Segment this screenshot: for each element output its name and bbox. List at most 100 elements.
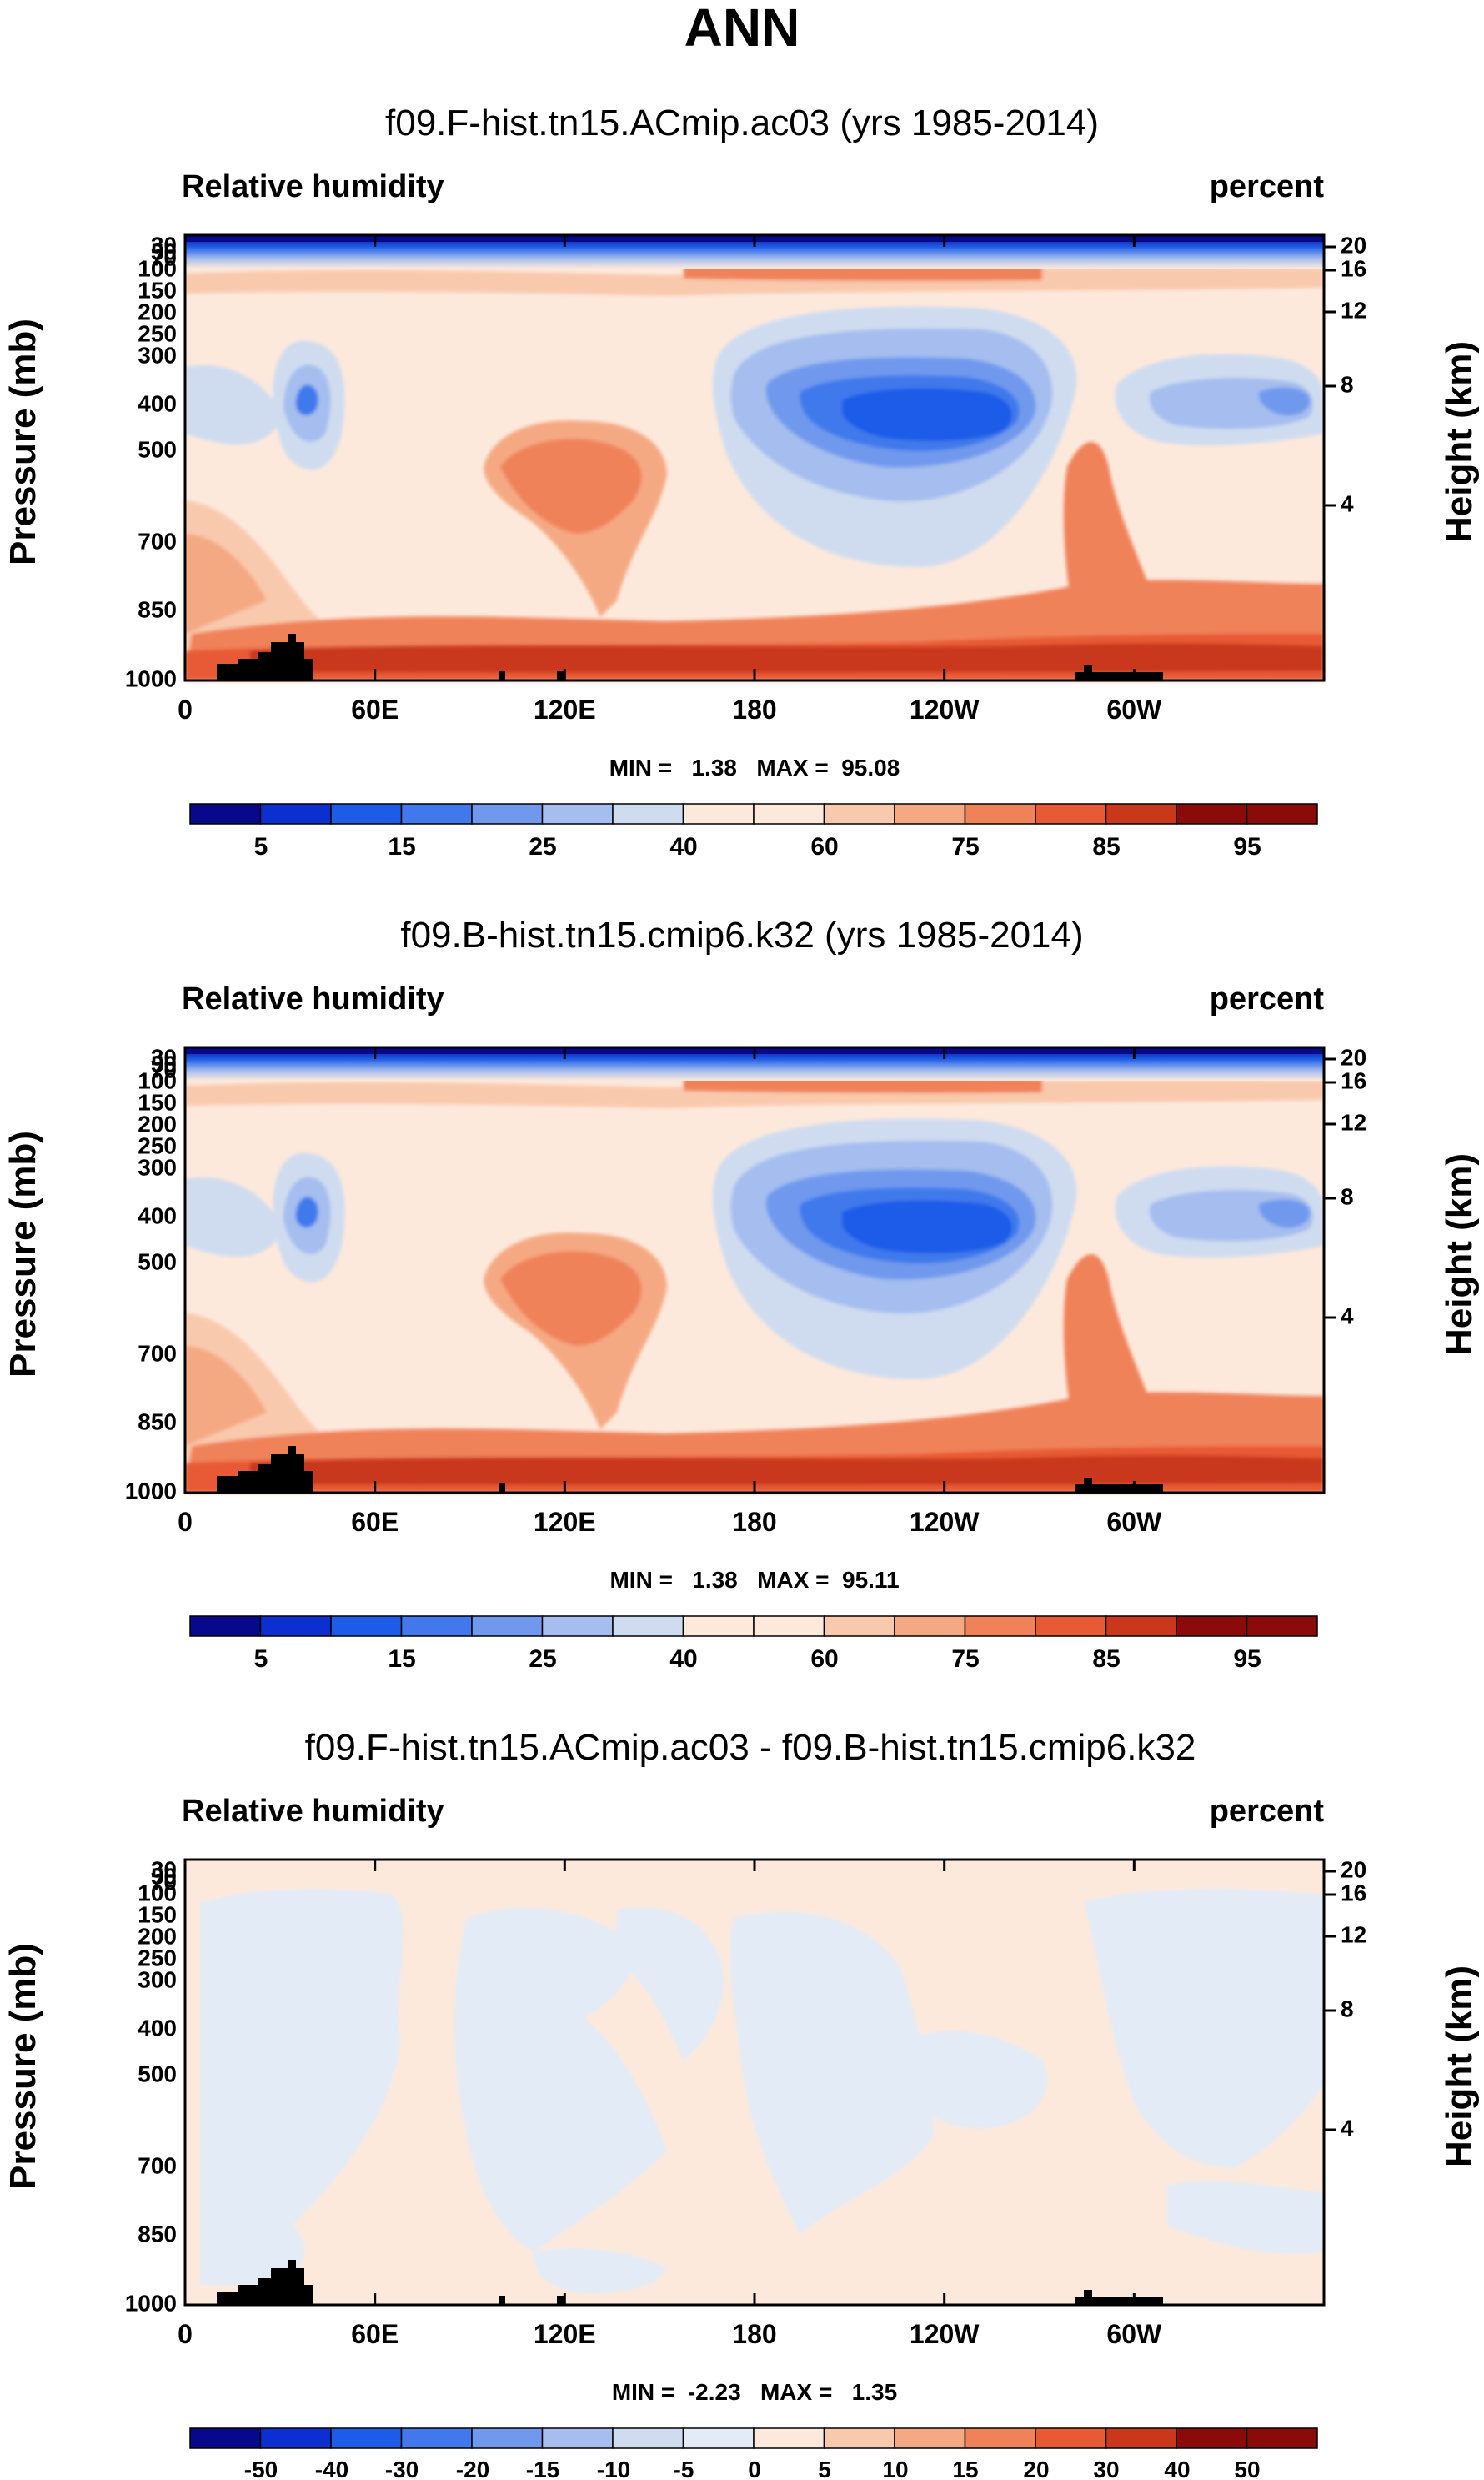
panel-2-cb-label: 15 bbox=[388, 1645, 415, 1673]
colorbar-box-1-7 bbox=[682, 1615, 755, 1637]
panel-2-colorbar bbox=[189, 1615, 1318, 1637]
panel-1-xtick: 60W bbox=[1106, 695, 1162, 725]
colorbar-box-0-4 bbox=[471, 803, 544, 825]
panel-1-stats: MIN = 1.38 MAX = 95.08 bbox=[609, 755, 900, 781]
colorbar-box-2-13 bbox=[1105, 2427, 1177, 2449]
panel-3-xtick: 180 bbox=[732, 2319, 776, 2349]
panel-1-cb-label: 25 bbox=[529, 833, 556, 861]
panel-2-ytick: 50 bbox=[151, 1051, 177, 1077]
panel-1-ytick: 150 bbox=[138, 277, 177, 303]
panel-3-ytick: 70 bbox=[151, 1869, 177, 1895]
panel-2: f09.B-hist.tn15.cmip6.k32 (yrs 1985-2014… bbox=[3, 915, 1480, 1673]
panel-1-ytick: 30 bbox=[151, 232, 177, 258]
panel-3-cb-label: -10 bbox=[597, 2457, 630, 2480]
colorbar-box-2-5 bbox=[541, 2427, 614, 2449]
colorbar-box-1-3 bbox=[400, 1615, 473, 1637]
colorbar-box-2-9 bbox=[823, 2427, 895, 2449]
colorbar-box-0-5 bbox=[541, 803, 614, 825]
panel-2-ytick: 850 bbox=[138, 1408, 177, 1434]
panel-2-xtick: 120E bbox=[534, 1507, 596, 1537]
panel-3-cb-label: -40 bbox=[315, 2457, 348, 2480]
panel-3-ytick: 700 bbox=[138, 2152, 177, 2178]
colorbar-box-2-11 bbox=[964, 2427, 1036, 2449]
panel-3-ytick: 1000 bbox=[125, 2290, 177, 2316]
colorbar-box-1-10 bbox=[894, 1615, 966, 1637]
panel-2-ytick: 1000 bbox=[125, 1478, 177, 1504]
panel-2-cb-label: 40 bbox=[669, 1645, 697, 1673]
panel-2-height-tick: 4 bbox=[1341, 1303, 1354, 1328]
colorbar-box-2-14 bbox=[1176, 2427, 1248, 2449]
panel-1-cb-label: 95 bbox=[1233, 833, 1261, 861]
panel-3-colorbar bbox=[189, 2427, 1318, 2449]
panel-3-xtick: 0 bbox=[178, 2319, 193, 2349]
colorbar-box-2-10 bbox=[894, 2427, 966, 2449]
panel-1-ylabel-right: Height (km) bbox=[1439, 341, 1480, 543]
colorbar-box-2-12 bbox=[1035, 2427, 1107, 2449]
panel-1-cb-label: 85 bbox=[1092, 833, 1120, 861]
panel-3-xtick: 60E bbox=[351, 2319, 399, 2349]
panel-2-cb-label: 5 bbox=[254, 1645, 268, 1673]
panel-3-xtick: 120E bbox=[534, 2319, 596, 2349]
panel-3-cb-label: -30 bbox=[385, 2457, 419, 2480]
colorbar-box-1-14 bbox=[1176, 1615, 1248, 1637]
colorbar-box-0-8 bbox=[753, 803, 825, 825]
colorbar-box-0-9 bbox=[823, 803, 895, 825]
colorbar-box-1-13 bbox=[1105, 1615, 1177, 1637]
figure-title: ANN bbox=[684, 0, 800, 58]
panel-3-ytick: 50 bbox=[151, 1863, 177, 1889]
panel-3-cb-label: 5 bbox=[818, 2457, 831, 2480]
panel-3-cb-label: 0 bbox=[748, 2457, 761, 2480]
colorbar-box-1-8 bbox=[753, 1615, 825, 1637]
panel-1-ytick: 850 bbox=[138, 596, 177, 622]
panel-3-cb-label: -5 bbox=[674, 2457, 694, 2480]
panel-1-xtick: 120W bbox=[910, 695, 980, 725]
panel-3-ylabel-right: Height (km) bbox=[1439, 1965, 1480, 2167]
panel-1-xtick: 0 bbox=[178, 695, 193, 725]
panel-3-plot-area bbox=[185, 1860, 1324, 2305]
panel-2-ytick: 100 bbox=[138, 1067, 177, 1093]
panel-2-cb-label: 60 bbox=[810, 1645, 838, 1673]
panel-2-height-tick: 16 bbox=[1341, 1067, 1366, 1093]
panel-1-xtick: 180 bbox=[732, 695, 776, 725]
panel-3-cb-label: 10 bbox=[882, 2457, 908, 2480]
panel-3-cb-label: 50 bbox=[1234, 2457, 1260, 2480]
panel-1-ylabel: Pressure (mb) bbox=[3, 319, 43, 565]
panel-3-cb-label: -50 bbox=[244, 2457, 278, 2480]
panel-3-cb-label: 20 bbox=[1023, 2457, 1049, 2480]
panel-1-cb-label: 15 bbox=[388, 833, 415, 861]
panel-2-ytick: 300 bbox=[138, 1154, 177, 1180]
panel-1-ytick: 1000 bbox=[125, 665, 177, 691]
panel-3-cb-label: -15 bbox=[526, 2457, 559, 2480]
colorbar-box-0-14 bbox=[1176, 803, 1248, 825]
panel-3-ylabel: Pressure (mb) bbox=[3, 1943, 43, 2190]
panel-2-height-tick: 8 bbox=[1341, 1183, 1354, 1209]
panel-1-height-tick: 16 bbox=[1341, 255, 1366, 281]
colorbar-box-0-2 bbox=[330, 803, 403, 825]
panel-1-ytick: 50 bbox=[151, 238, 177, 264]
colorbar-box-1-0 bbox=[189, 1615, 262, 1637]
panel-1-height-tick: 8 bbox=[1341, 371, 1354, 397]
panel-1-left-label: Relative humidity bbox=[182, 169, 444, 204]
panel-1-colorbar bbox=[189, 803, 1318, 825]
panel-3: f09.F-hist.tn15.ACmip.ac03 - f09.B-hist.… bbox=[3, 1727, 1480, 2480]
colorbar-box-2-15 bbox=[1246, 2427, 1318, 2449]
panel-3-ytick: 30 bbox=[151, 1856, 177, 1882]
panel-1-right-label: percent bbox=[1210, 169, 1325, 204]
panel-1-ytick: 70 bbox=[151, 244, 177, 270]
panel-2-cb-label: 95 bbox=[1233, 1645, 1261, 1673]
colorbar-box-2-6 bbox=[612, 2427, 684, 2449]
colorbar-box-1-15 bbox=[1246, 1615, 1318, 1637]
colorbar-box-2-3 bbox=[400, 2427, 473, 2449]
panel-1-title: f09.F-hist.tn15.ACmip.ac03 (yrs 1985-201… bbox=[385, 103, 1099, 143]
panel-3-cb-label: 30 bbox=[1093, 2457, 1119, 2480]
panel-2-xtick: 60E bbox=[351, 1507, 399, 1537]
colorbar-box-0-12 bbox=[1035, 803, 1107, 825]
colorbar-box-0-13 bbox=[1105, 803, 1177, 825]
panel-2-xtick: 120W bbox=[910, 1507, 980, 1537]
panel-3-ytick: 150 bbox=[138, 1901, 177, 1927]
panel-2-stats: MIN = 1.38 MAX = 95.11 bbox=[609, 1567, 899, 1593]
panel-2-ytick: 70 bbox=[151, 1057, 177, 1082]
colorbar-box-0-3 bbox=[400, 803, 473, 825]
panel-1-cb-label: 40 bbox=[669, 833, 697, 861]
